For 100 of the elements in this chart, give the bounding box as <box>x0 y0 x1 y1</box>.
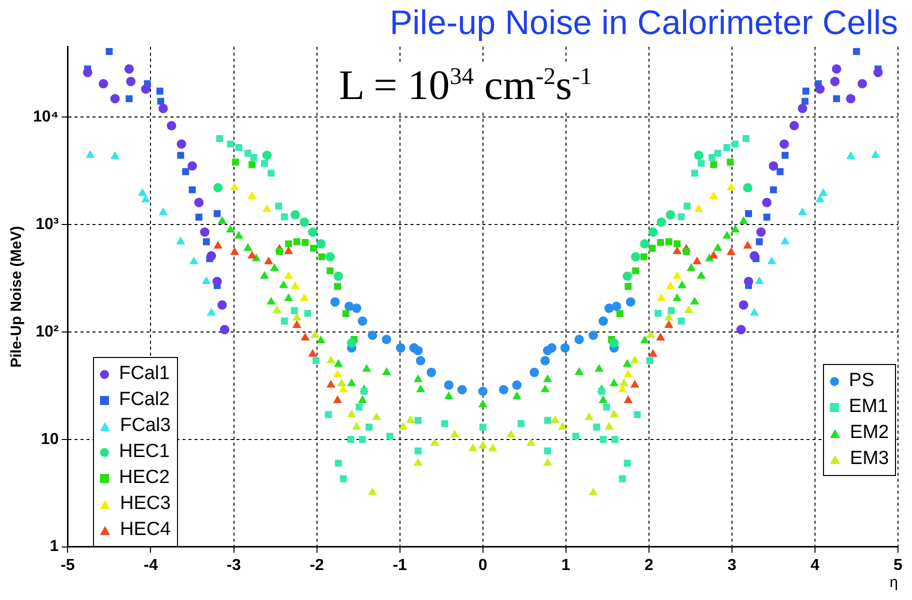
point <box>230 182 239 190</box>
legend-label: FCal2 <box>119 388 170 412</box>
point <box>220 324 230 334</box>
point <box>244 244 252 251</box>
point <box>710 161 718 168</box>
point <box>714 244 722 251</box>
point <box>630 356 639 364</box>
point <box>360 388 368 395</box>
point <box>200 227 210 237</box>
point <box>290 210 300 220</box>
point <box>846 94 856 104</box>
point <box>159 208 168 216</box>
point <box>618 475 626 482</box>
point <box>479 424 486 431</box>
point <box>506 430 516 438</box>
point <box>526 438 536 446</box>
point <box>630 380 639 388</box>
point <box>518 420 525 428</box>
point <box>301 333 310 340</box>
point <box>318 253 326 260</box>
point <box>316 336 326 344</box>
point <box>157 98 164 105</box>
point <box>166 120 176 130</box>
x-tick-label: 5 <box>894 556 903 574</box>
point <box>624 396 632 404</box>
point <box>684 306 693 314</box>
x-tick-label: 3 <box>727 556 736 574</box>
point <box>182 168 190 176</box>
point <box>624 282 632 290</box>
point <box>710 192 718 200</box>
point <box>302 238 309 246</box>
point <box>264 257 273 264</box>
point <box>664 313 673 320</box>
point <box>604 304 614 313</box>
point <box>634 411 641 418</box>
x-tick-label: -3 <box>226 556 241 574</box>
point <box>292 313 302 320</box>
point <box>858 79 867 88</box>
point <box>640 253 648 260</box>
point <box>673 294 682 301</box>
point <box>441 420 448 428</box>
point <box>386 432 394 440</box>
point <box>177 152 184 159</box>
point <box>272 306 282 314</box>
point <box>330 297 340 307</box>
point <box>348 410 356 418</box>
point <box>468 444 478 452</box>
point <box>188 161 197 171</box>
point <box>871 150 880 158</box>
point <box>762 198 772 208</box>
point <box>308 350 317 357</box>
point <box>776 168 784 176</box>
legend-label: PS <box>848 369 874 393</box>
point <box>584 412 594 420</box>
point <box>226 140 234 148</box>
point <box>358 436 366 443</box>
point <box>666 210 676 220</box>
point <box>284 294 293 301</box>
point <box>743 182 752 192</box>
point <box>382 334 392 344</box>
point <box>304 310 312 317</box>
point <box>308 227 318 237</box>
point <box>770 186 777 194</box>
legend-label: HEC2 <box>119 466 170 490</box>
point <box>620 378 628 386</box>
point <box>262 150 272 160</box>
x-tick-label: 1 <box>561 556 570 574</box>
point <box>352 422 361 430</box>
point <box>416 356 426 366</box>
point <box>226 225 235 232</box>
point <box>326 356 336 364</box>
point <box>530 368 540 378</box>
point <box>623 360 632 367</box>
point <box>726 182 736 190</box>
point <box>262 204 272 212</box>
point <box>414 374 422 382</box>
point <box>544 416 552 424</box>
point <box>334 360 343 367</box>
point <box>756 238 763 246</box>
point <box>540 356 550 366</box>
point <box>722 231 732 239</box>
point <box>276 248 283 255</box>
point <box>618 384 626 392</box>
point <box>338 378 346 386</box>
point <box>339 384 348 392</box>
point <box>216 135 224 142</box>
point <box>426 368 436 378</box>
point <box>190 257 198 264</box>
point <box>444 380 454 390</box>
point <box>250 154 258 161</box>
point <box>656 333 665 340</box>
point <box>248 161 256 168</box>
point <box>543 458 552 466</box>
point <box>230 248 239 255</box>
point <box>673 246 682 254</box>
point <box>358 316 368 326</box>
point <box>261 160 268 167</box>
legend-label: HEC1 <box>119 440 170 464</box>
point <box>648 350 658 357</box>
point <box>333 396 342 404</box>
